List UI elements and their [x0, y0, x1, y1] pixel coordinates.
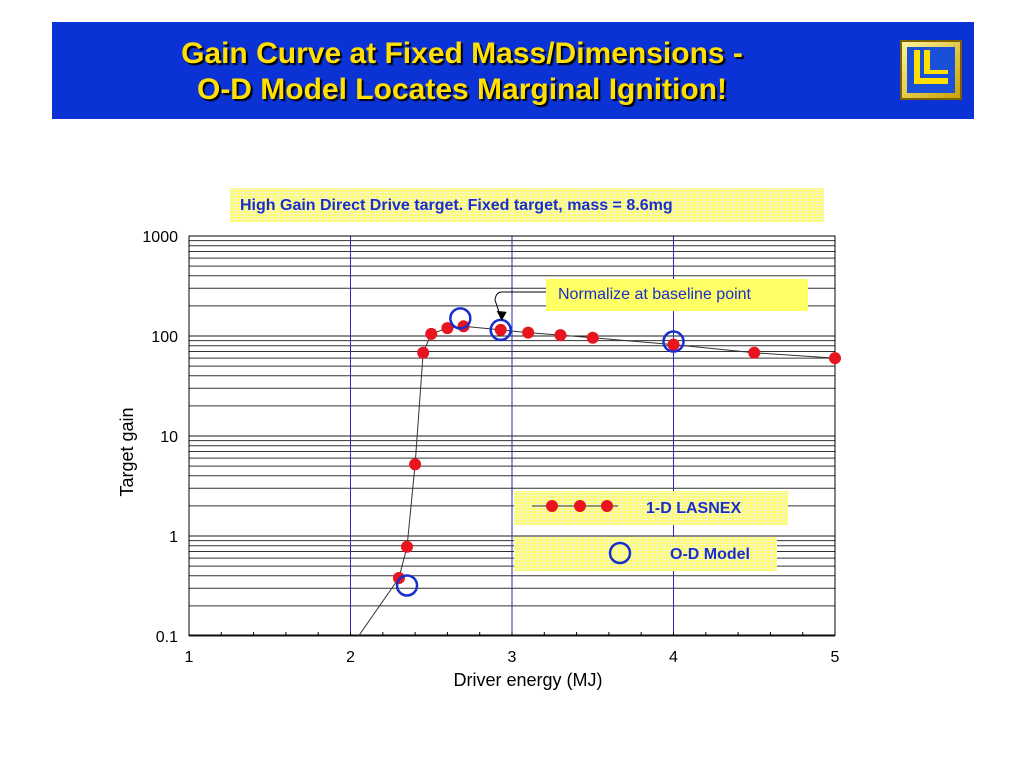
- lasnex-data-point: [425, 327, 438, 340]
- y-tick-label: 0.1: [156, 629, 178, 646]
- legend-od-swatch: [608, 541, 632, 565]
- x-tick-label: 2: [346, 649, 355, 666]
- lasnex-data-point: [401, 540, 414, 553]
- y-axis-label: Target gain: [117, 407, 137, 496]
- legend-lasnex-dot: [601, 500, 613, 512]
- legend-lasnex-swatch: [532, 500, 618, 512]
- legend-lasnex-label: 1-D LASNEX: [646, 500, 742, 517]
- x-tick-label: 5: [831, 649, 840, 666]
- slide-title: Gain Curve at Fixed Mass/Dimensions - O-…: [52, 36, 872, 108]
- tick-labels: 1 2 3 4 5 0.1 1 10 100 1000: [142, 229, 839, 666]
- lasnex-data-point: [586, 331, 599, 344]
- legend-lasnex-box: 1-D LASNEX: [514, 491, 788, 525]
- y-tick-label: 10: [160, 429, 178, 446]
- annotation-callout: Normalize at baseline point: [546, 279, 808, 311]
- lasnex-data-point: [522, 326, 535, 339]
- title-line-2: O-D Model Locates Marginal Ignition!: [196, 73, 727, 106]
- title-line-1: Gain Curve at Fixed Mass/Dimensions -: [181, 37, 743, 70]
- y-tick-label: 1: [169, 529, 178, 546]
- title-banner: Gain Curve at Fixed Mass/Dimensions - O-…: [52, 22, 974, 119]
- callout-arrow-line: [494, 291, 546, 321]
- lasnex-series-line: [398, 325, 836, 579]
- x-tick-label: 3: [508, 649, 517, 666]
- chart-subtitle-box: High Gain Direct Drive target. Fixed tar…: [230, 188, 824, 222]
- legend-od-label: O-D Model: [670, 546, 750, 563]
- lasnex-data-point: [554, 329, 567, 342]
- x-tick-label: 1: [185, 649, 194, 666]
- legend-lasnex-dot: [546, 500, 558, 512]
- od-model-point: [449, 307, 472, 330]
- lasnex-data-point: [829, 352, 841, 365]
- callout-arrow-head: [496, 310, 507, 321]
- lasnex-data-point: [494, 323, 507, 336]
- legend-od-circle: [608, 541, 632, 565]
- x-axis-label: Driver energy (MJ): [453, 670, 602, 690]
- lasnex-data-point: [748, 346, 761, 359]
- annotation-text: Normalize at baseline point: [558, 286, 751, 303]
- x-tick-label: 4: [669, 649, 678, 666]
- lasnex-data-point: [409, 458, 422, 471]
- chart-series: [358, 307, 841, 637]
- lasnex-data-point: [417, 346, 430, 359]
- y-tick-label: 1000: [142, 229, 178, 246]
- llnl-logo-icon: [900, 40, 962, 100]
- plot-frame: [188, 235, 836, 636]
- lasnex-data-point: [441, 322, 454, 335]
- legend-od-box: O-D Model: [514, 537, 777, 571]
- y-tick-label: 100: [151, 329, 178, 346]
- chart-subtitle: High Gain Direct Drive target. Fixed tar…: [240, 197, 673, 214]
- chart-annotation: [494, 291, 546, 321]
- od-model-point: [662, 330, 685, 353]
- od-model-point: [489, 318, 512, 342]
- od-model-point: [395, 574, 419, 597]
- lasnex-data-point: [667, 338, 680, 351]
- legend-lasnex-dot: [574, 500, 586, 512]
- extrapolation-line: [358, 577, 400, 637]
